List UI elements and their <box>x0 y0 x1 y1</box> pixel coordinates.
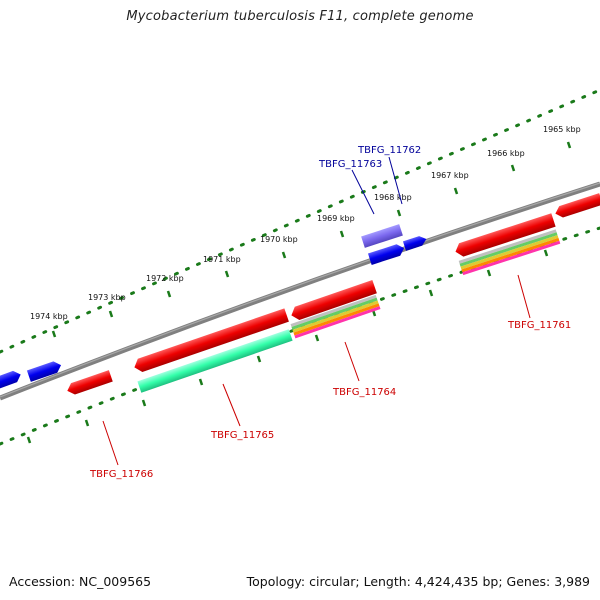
gene-label-tbfg-11764: TBFG_11764 <box>332 387 396 398</box>
scale-label: 1966 kbp <box>487 149 525 158</box>
scale-label: 1965 kbp <box>543 125 581 134</box>
topology-text: Topology: circular; Length: 4,424,435 bp… <box>246 574 590 589</box>
red-gene <box>555 193 600 218</box>
accession-text: Accession: NC_009565 <box>9 574 152 589</box>
cyan-feature <box>137 329 293 393</box>
scale-label: 1969 kbp <box>317 214 355 223</box>
leader-line <box>517 274 531 319</box>
leader-line <box>344 341 360 382</box>
scale-label: 1968 kbp <box>374 193 412 202</box>
gene-label-tbfg-11766: TBFG_11766 <box>89 469 153 480</box>
outer-major-ticks <box>51 141 572 338</box>
red-gene <box>291 280 377 320</box>
scale-label: 1974 kbp <box>30 312 68 321</box>
gene-label-tbfg-11761: TBFG_11761 <box>507 320 571 331</box>
feature-stack-11764 <box>290 294 381 339</box>
genome-title: Mycobacterium tuberculosis F11, complete… <box>126 9 474 24</box>
leader-line <box>388 156 403 205</box>
scale-label: 1970 kbp <box>260 235 298 244</box>
gene-label-tbfg-11765: TBFG_11765 <box>210 430 274 441</box>
scale-label: 1971 kbp <box>203 255 241 264</box>
red-gene <box>455 213 556 257</box>
gene-label-tbfg-11762: TBFG_11762 <box>357 145 421 156</box>
genome-backbone <box>0 181 600 401</box>
leader-line <box>222 383 241 427</box>
gene-label-tbfg-11763: TBFG_11763 <box>318 159 382 170</box>
leader-line <box>102 420 119 466</box>
red-gene <box>134 308 289 373</box>
feature-stack-11761 <box>458 229 561 276</box>
scale-label: 1972 kbp <box>146 274 184 283</box>
blue-gene <box>367 244 405 265</box>
purple-gene <box>361 224 403 248</box>
scale-label: 1967 kbp <box>431 171 469 180</box>
genome-backbone-highlight <box>0 182 600 398</box>
inner-major-ticks <box>26 249 549 444</box>
blue-gene <box>0 370 21 390</box>
blue-gene <box>26 361 62 382</box>
outer-scale-arc <box>0 88 600 354</box>
blue-gene <box>402 236 427 251</box>
leader-line <box>351 169 375 215</box>
scale-label: 1973 kbp <box>88 293 126 302</box>
red-gene <box>67 370 113 395</box>
